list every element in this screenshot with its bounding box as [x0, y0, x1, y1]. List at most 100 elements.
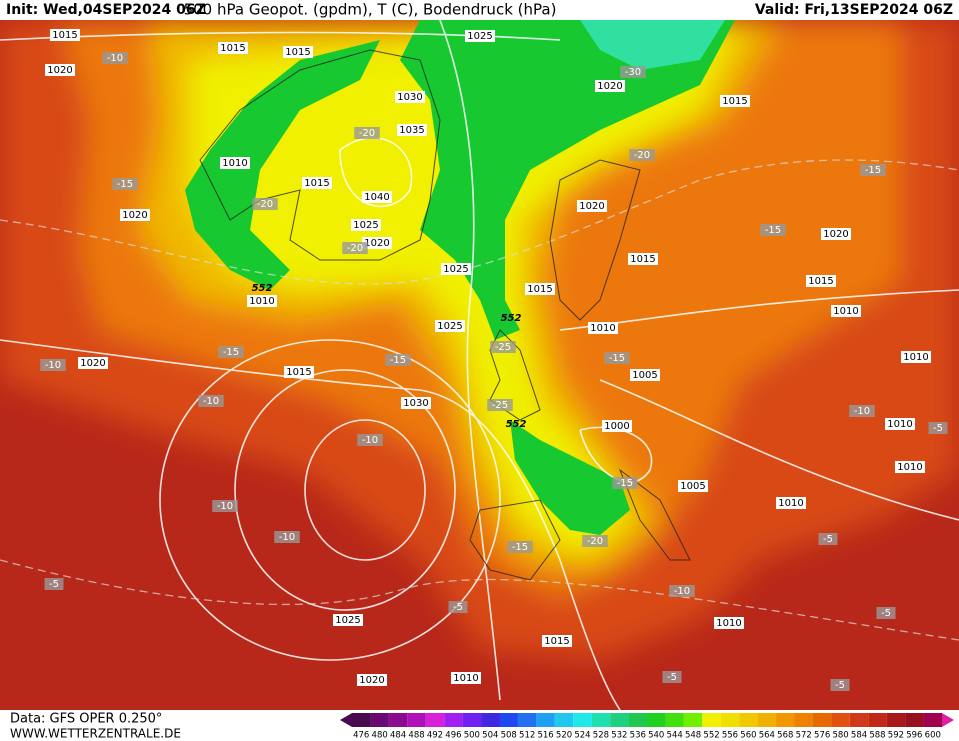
temperature-label: -5: [835, 680, 845, 691]
temperature-label: -10: [854, 406, 870, 417]
temperature-label: -15: [765, 225, 781, 236]
colorbar-label: 572: [796, 731, 812, 741]
colorbar-label: 528: [593, 731, 609, 741]
pressure-label-box: [895, 461, 925, 473]
temperature-label: -5: [49, 579, 59, 590]
pressure-label-box: [885, 418, 915, 430]
colorbar-label: 532: [611, 731, 627, 741]
colorbar-cell: [573, 713, 592, 727]
data-source: Data: GFS OPER 0.250°: [10, 712, 162, 727]
colorbar-label: 484: [390, 731, 406, 741]
pressure-label: 1020: [122, 210, 147, 221]
pressure-label: 1015: [286, 367, 311, 378]
website: WWW.WETTERZENTRALE.DE: [10, 727, 181, 741]
colorbar-cell: [628, 713, 647, 727]
colorbar-cell: [388, 713, 408, 727]
temperature-label-box: [928, 422, 948, 434]
colorbar-label: 500: [464, 731, 480, 741]
colorbar-label: 544: [667, 731, 683, 741]
colorbar-label: 504: [482, 731, 498, 741]
pressure-label: 1015: [285, 47, 310, 58]
isotherms: [0, 159, 959, 641]
pressure-label-box: [577, 200, 607, 212]
temperature-label-box: [357, 434, 383, 446]
temperature-label-box: [604, 352, 630, 364]
pressure-label: 1025: [443, 264, 468, 275]
colorbar-label: 556: [722, 731, 738, 741]
pressure-label: 1000: [604, 421, 629, 432]
pressure-label: 1010: [833, 306, 858, 317]
pressure-label: 1015: [544, 636, 569, 647]
colorbar-cell: [812, 713, 832, 727]
pressure-label-box: [220, 157, 250, 169]
temperature-label: -15: [223, 347, 239, 358]
temperature-label: -10: [45, 360, 61, 371]
colorbar-label: 536: [630, 731, 646, 741]
temperature-label: -20: [359, 128, 375, 139]
pressure-label: 1020: [359, 675, 384, 686]
pressure-label: 1020: [579, 201, 604, 212]
pressure-label-box: [435, 320, 465, 332]
colorbar-label: 520: [556, 731, 572, 741]
valid-time: Valid: Fri,13SEP2024 06Z: [755, 2, 953, 18]
temperature-label-box: [40, 359, 66, 371]
colorbar-cell: [923, 713, 942, 727]
temperature-label-box: [662, 671, 682, 683]
colorbar-label: 496: [445, 731, 461, 741]
temperature-label: -5: [667, 672, 677, 683]
pressure-label-box: [120, 209, 150, 221]
pressure-label: 1020: [47, 65, 72, 76]
pressure-label-box: [678, 480, 708, 492]
colorbar-label: 516: [537, 731, 553, 741]
temperature-label-box: [198, 395, 224, 407]
pressure-label-box: [283, 46, 313, 58]
colorbar-label: 512: [519, 731, 535, 741]
temperature-label-box: [342, 242, 368, 254]
temperature-label-box: [218, 346, 244, 358]
pressure-label-box: [351, 219, 381, 231]
pressure-label: 1030: [397, 92, 422, 103]
pressure-label: 1025: [437, 321, 462, 332]
colorbar-label: 540: [648, 731, 664, 741]
colorbar-cell: [352, 713, 371, 727]
pressure-label-box: [284, 366, 314, 378]
temperature-label: -15: [117, 179, 133, 190]
map-field: [0, 20, 959, 710]
temperature-label: -15: [609, 353, 625, 364]
temperature-label-box: [818, 533, 838, 545]
temperature-label-box: [112, 178, 138, 190]
pressure-label-box: [362, 237, 392, 249]
pressure-label: 1040: [364, 192, 389, 203]
pressure-label-box: [630, 369, 660, 381]
colorbar-cell: [702, 713, 721, 727]
colorbar-label: 476: [353, 731, 369, 741]
colorbar-cell: [462, 713, 482, 727]
colorbar-label: 568: [777, 731, 793, 741]
pressure-label: 1005: [680, 481, 705, 492]
pressure-label: 1015: [630, 254, 655, 265]
temperature-label: -10: [217, 501, 233, 512]
temperature-label: -30: [625, 67, 641, 78]
pressure-label: 1020: [364, 238, 389, 249]
temperature-label: -15: [617, 478, 633, 489]
temperature-label: -5: [823, 534, 833, 545]
pressure-label: 1010: [887, 419, 912, 430]
pressure-label-box: [901, 351, 931, 363]
colorbar-label: 492: [427, 731, 443, 741]
colorbar-label: 584: [851, 731, 867, 741]
colorbar-cell: [610, 713, 629, 727]
temperature-label: -15: [390, 355, 406, 366]
temperature-label: -20: [347, 243, 363, 254]
pressure-label: 1010: [716, 618, 741, 629]
colorbar-cell: [886, 713, 906, 727]
colorbar-arrow-left: [340, 713, 352, 727]
pressure-label: 1020: [80, 358, 105, 369]
temperature-label: -25: [495, 342, 511, 353]
pressure-label: 1010: [222, 158, 247, 169]
temperature-label-box: [760, 224, 786, 236]
colorbar-label: 564: [759, 731, 775, 741]
pressure-label-box: [831, 305, 861, 317]
temperature-label-box: [629, 149, 655, 161]
colorbar-cell: [499, 713, 518, 727]
